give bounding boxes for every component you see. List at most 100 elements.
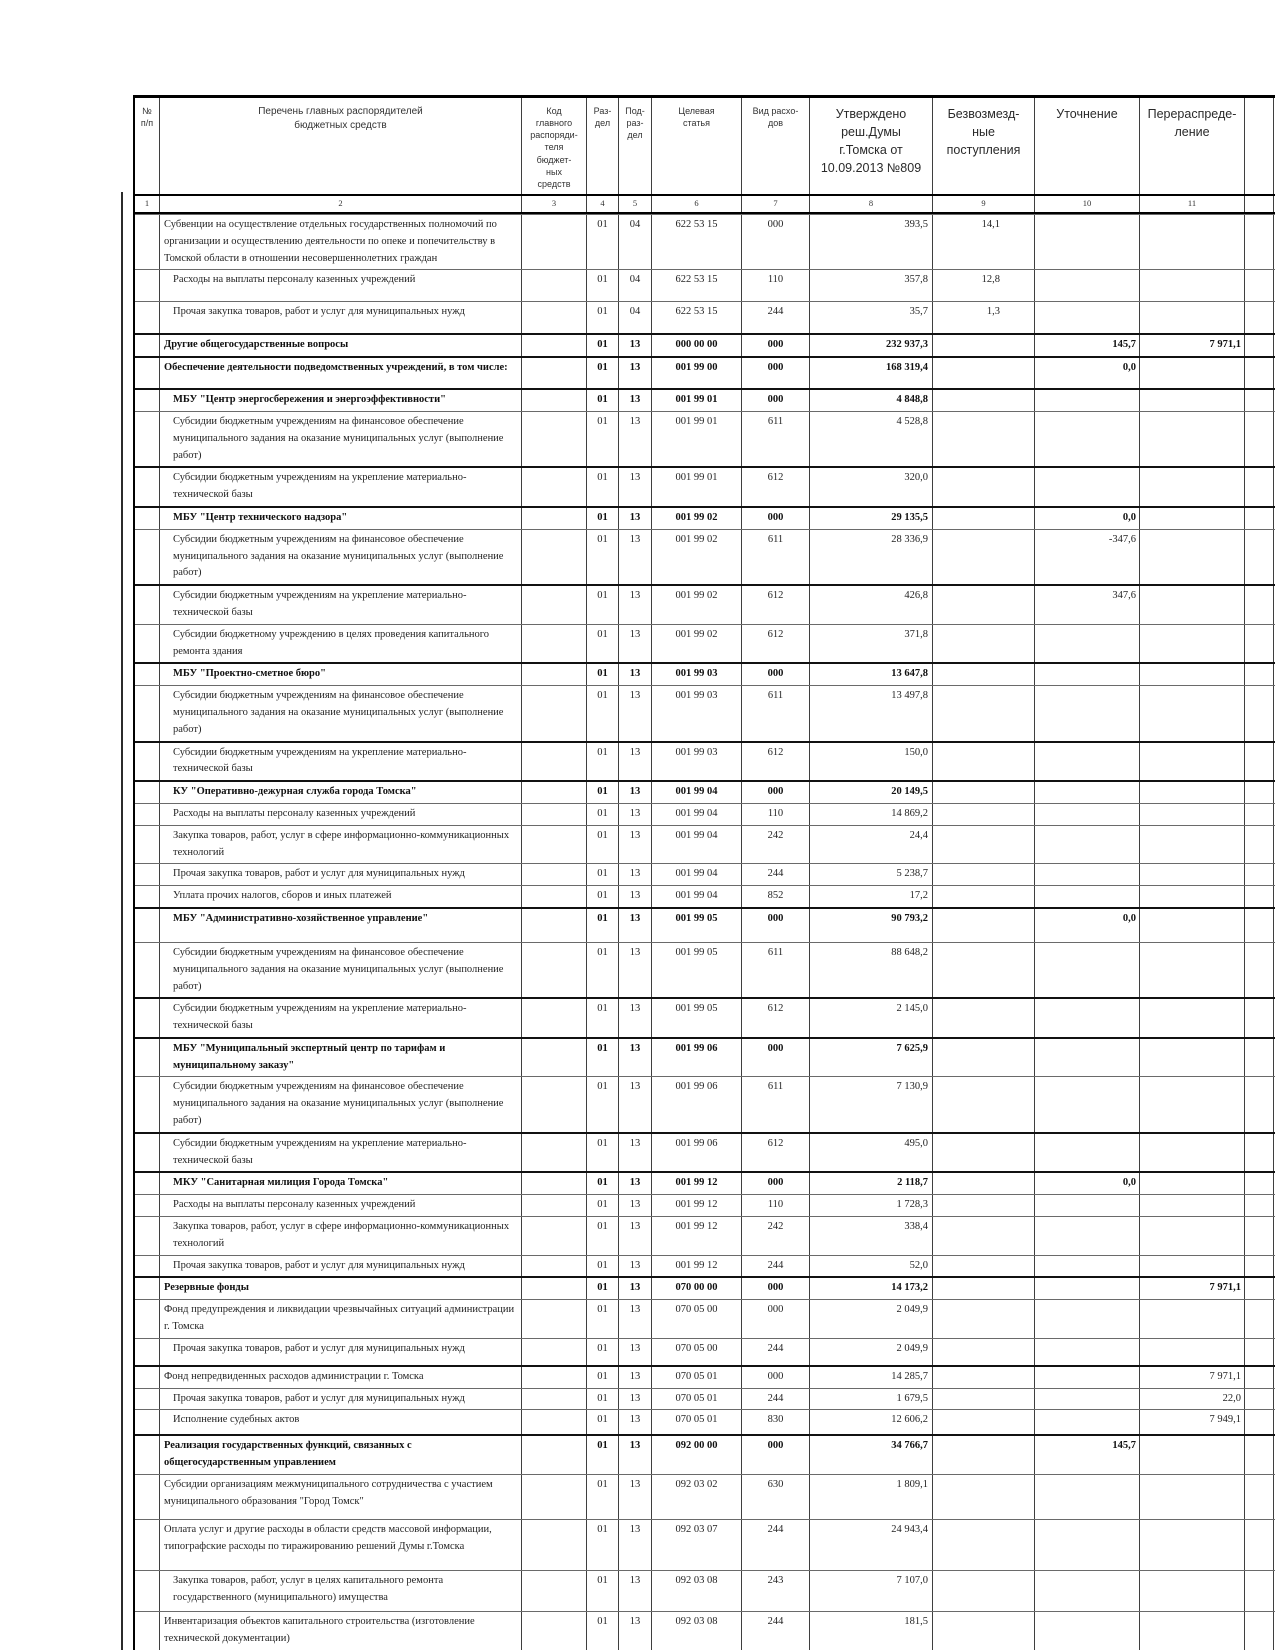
cell-name: Субсидии бюджетным учреждениям на укрепл… xyxy=(160,1133,522,1172)
cell-extra xyxy=(1245,664,1274,686)
cell-extra xyxy=(1245,270,1274,302)
cell-clarification: 347,6 xyxy=(1035,586,1140,624)
cell-clarification xyxy=(1035,1338,1140,1365)
cell-clarification xyxy=(1035,1077,1140,1132)
cell-approved: 371,8 xyxy=(810,624,933,663)
cell-expense-type: 000 xyxy=(742,782,810,803)
cell-approved: 52,0 xyxy=(810,1255,933,1277)
cell-approved: 181,5 xyxy=(810,1612,933,1650)
cell-razdel: 01 xyxy=(587,358,619,389)
cell-redistribution: 7 949,1 xyxy=(1140,1410,1245,1435)
table-row: КУ "Оперативно-дежурная служба города То… xyxy=(135,780,1275,803)
cell-approved: 168 319,4 xyxy=(810,358,933,389)
cell-approved: 320,0 xyxy=(810,468,933,506)
cell-target-article: 001 99 04 xyxy=(652,825,742,864)
cell-expense-type: 000 xyxy=(742,1173,810,1195)
cell-extra xyxy=(1245,1571,1274,1612)
cell-podrazdel: 13 xyxy=(619,468,652,506)
cell-clarification xyxy=(1035,1571,1140,1612)
cell-redistribution xyxy=(1140,1173,1245,1195)
cell-target-article: 001 99 04 xyxy=(652,864,742,886)
cell-razdel: 01 xyxy=(587,742,619,781)
cell-extra xyxy=(1245,908,1274,942)
cell-approved: 7 107,0 xyxy=(810,1571,933,1612)
cell-extra xyxy=(1245,302,1274,334)
cell-row-num xyxy=(135,908,160,942)
cell-admin-code xyxy=(522,586,587,624)
cell-redistribution xyxy=(1140,270,1245,302)
cell-redistribution xyxy=(1140,624,1245,663)
col-header-razdel: Раз- дел xyxy=(587,98,619,194)
cell-approved: 24,4 xyxy=(810,825,933,864)
cell-redistribution xyxy=(1140,686,1245,741)
cell-redistribution xyxy=(1140,586,1245,624)
cell-target-article: 001 99 12 xyxy=(652,1173,742,1195)
cell-clarification xyxy=(1035,1195,1140,1217)
cell-podrazdel: 13 xyxy=(619,1366,652,1388)
cell-redistribution xyxy=(1140,1571,1245,1612)
cell-gratuitous xyxy=(933,1388,1035,1410)
cell-expense-type: 000 xyxy=(742,1436,810,1475)
cell-clarification xyxy=(1035,886,1140,907)
cell-razdel: 01 xyxy=(587,664,619,686)
cell-podrazdel: 13 xyxy=(619,507,652,529)
cell-expense-type: 244 xyxy=(742,1612,810,1650)
table-row: Расходы на выплаты персоналу казенных уч… xyxy=(135,1194,1275,1217)
cell-extra xyxy=(1245,411,1274,467)
cell-target-article: 070 05 01 xyxy=(652,1410,742,1435)
cell-name: Закупка товаров, работ, услуг в сфере ин… xyxy=(160,1217,522,1255)
cell-approved: 1 809,1 xyxy=(810,1475,933,1520)
cell-clarification xyxy=(1035,270,1140,302)
cell-redistribution xyxy=(1140,529,1245,585)
cell-approved: 14 173,2 xyxy=(810,1278,933,1300)
cell-podrazdel: 13 xyxy=(619,411,652,467)
cell-target-article: 001 99 05 xyxy=(652,942,742,998)
cell-target-article: 001 99 04 xyxy=(652,803,742,825)
cell-expense-type: 000 xyxy=(742,358,810,389)
cell-extra xyxy=(1245,1520,1274,1571)
cell-approved: 28 336,9 xyxy=(810,529,933,585)
cell-approved: 2 118,7 xyxy=(810,1173,933,1195)
cell-extra xyxy=(1245,586,1274,624)
cell-row-num xyxy=(135,1278,160,1300)
cell-expense-type: 244 xyxy=(742,1255,810,1277)
cell-approved: 2 049,9 xyxy=(810,1300,933,1338)
cell-name: Закупка товаров, работ, услуг в целях ка… xyxy=(160,1571,522,1612)
table-body: Субвенции на осуществление отдельных гос… xyxy=(135,214,1275,1650)
cell-extra xyxy=(1245,1077,1274,1132)
cell-admin-code xyxy=(522,1520,587,1571)
table-row: Реализация государственных функций, связ… xyxy=(135,1434,1275,1475)
cell-row-num xyxy=(135,1571,160,1612)
cell-gratuitous xyxy=(933,1475,1035,1520)
table-row: Закупка товаров, работ, услуг в целях ка… xyxy=(135,1570,1275,1612)
cell-admin-code xyxy=(522,686,587,741)
table-row: МБУ "Проектно-сметное бюро" 01 13 001 99… xyxy=(135,662,1275,686)
cell-target-article: 001 99 00 xyxy=(652,358,742,389)
cell-row-num xyxy=(135,742,160,781)
cell-redistribution xyxy=(1140,908,1245,942)
cell-clarification xyxy=(1035,803,1140,825)
cell-clarification xyxy=(1035,1520,1140,1571)
cell-admin-code xyxy=(522,468,587,506)
cell-podrazdel: 13 xyxy=(619,1255,652,1277)
cell-expense-type: 000 xyxy=(742,1278,810,1300)
table-row: Субсидии бюджетным учреждениям на укрепл… xyxy=(135,740,1275,781)
cell-podrazdel: 13 xyxy=(619,358,652,389)
cell-clarification xyxy=(1035,942,1140,998)
cell-row-num xyxy=(135,1077,160,1132)
cell-admin-code xyxy=(522,1366,587,1388)
cell-row-num xyxy=(135,335,160,357)
cell-gratuitous xyxy=(933,1077,1035,1132)
cell-gratuitous xyxy=(933,803,1035,825)
cell-approved: 88 648,2 xyxy=(810,942,933,998)
col-header-approved: Утверждено реш.Думы г.Томска от 10.09.20… xyxy=(810,98,933,194)
cell-clarification xyxy=(1035,664,1140,686)
cell-podrazdel: 13 xyxy=(619,999,652,1037)
cell-podrazdel: 13 xyxy=(619,1173,652,1195)
cell-admin-code xyxy=(522,1278,587,1300)
cell-admin-code xyxy=(522,942,587,998)
cell-name: Расходы на выплаты персоналу казенных уч… xyxy=(160,803,522,825)
cell-extra xyxy=(1245,999,1274,1037)
cell-razdel: 01 xyxy=(587,782,619,803)
